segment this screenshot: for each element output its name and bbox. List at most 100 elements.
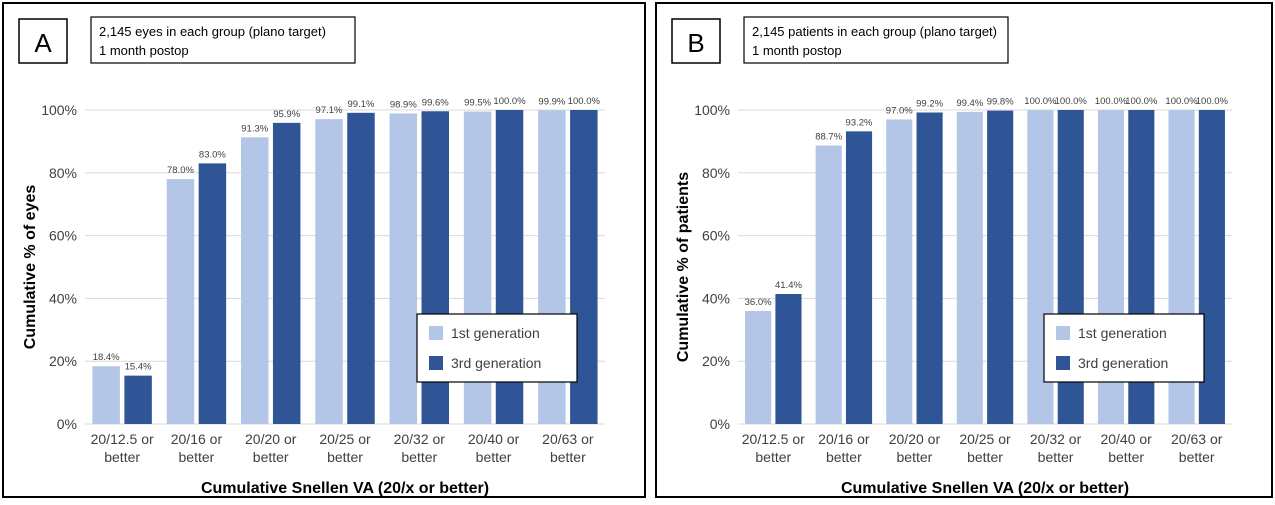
x-tick-label: better [401, 449, 437, 465]
x-tick-label: better [253, 449, 289, 465]
legend-box [1043, 313, 1205, 383]
data-label: 99.2% [916, 99, 943, 110]
bar-gen1 [815, 145, 842, 424]
y-tick-label: 80% [49, 165, 77, 181]
y-tick-label: 40% [702, 290, 730, 306]
data-label: 41.4% [775, 280, 802, 291]
y-tick-label: 80% [702, 165, 730, 181]
x-tick-label: 20/12.5 or [91, 431, 154, 447]
data-label: 100.0% [493, 96, 526, 107]
data-label: 100.0% [1055, 96, 1088, 107]
info-line-2: 1 month postop [99, 43, 189, 58]
bar-gen3 [272, 122, 301, 425]
legend: 1st generation 3rd generation [1043, 313, 1205, 383]
x-tick-label: 20/63 or [542, 431, 594, 447]
bar-gen3 [198, 163, 227, 424]
info-box [90, 16, 356, 64]
x-tick-label: better [1179, 449, 1215, 465]
chart-panel-a: A 2,145 eyes in each group (plano target)… [2, 2, 646, 498]
bar-gen1 [315, 119, 343, 424]
data-label: 83.0% [199, 149, 226, 160]
legend-label: 1st generation [1078, 325, 1167, 341]
bar-gen1 [389, 113, 418, 424]
data-label: 100.0% [1165, 96, 1198, 107]
legend: 1st generation 3rd generation [416, 313, 578, 383]
x-tick-label: better [1038, 449, 1074, 465]
data-label: 93.2% [846, 117, 873, 128]
bar-gen1 [92, 366, 120, 424]
x-tick-label: 20/20 or [889, 431, 941, 447]
y-tick-label: 20% [702, 353, 730, 369]
data-label: 88.7% [815, 131, 842, 142]
legend-swatch [1056, 326, 1070, 340]
legend-label: 3rd generation [451, 355, 541, 371]
info-box [743, 16, 1009, 64]
data-label: 97.1% [316, 105, 343, 116]
x-tick-label: 20/12.5 or [742, 431, 805, 447]
bar-gen1 [886, 119, 913, 425]
data-label: 98.9% [390, 99, 417, 110]
x-tick-label: better [826, 449, 862, 465]
panel-label: A [34, 28, 52, 58]
data-label: 99.1% [348, 99, 375, 110]
y-tick-label: 60% [702, 228, 730, 244]
y-tick-label: 0% [57, 416, 77, 432]
x-tick-label: 20/20 or [245, 431, 297, 447]
y-tick-label: 0% [710, 416, 730, 432]
legend-label: 3rd generation [1078, 355, 1168, 371]
legend-swatch [429, 356, 443, 370]
bar-gen3 [775, 294, 802, 424]
data-label: 18.4% [93, 352, 120, 363]
y-tick-label: 60% [49, 228, 77, 244]
data-label: 100.0% [1125, 96, 1158, 107]
data-label: 91.3% [241, 123, 268, 134]
data-label: 100.0% [568, 96, 601, 107]
bar-gen3 [347, 112, 375, 425]
x-tick-label: 20/40 or [1100, 431, 1152, 447]
info-line-2: 1 month postop [752, 43, 842, 58]
y-axis-label: Cumulative % of eyes [22, 185, 39, 350]
x-tick-label: better [967, 449, 1003, 465]
y-tick-label: 100% [41, 102, 77, 118]
data-label: 100.0% [1196, 96, 1229, 107]
bar-gen3 [845, 131, 873, 425]
x-tick-label: 20/25 or [319, 431, 371, 447]
x-tick-label: 20/25 or [959, 431, 1011, 447]
bar-gen1 [166, 179, 195, 424]
x-tick-label: better [897, 449, 933, 465]
bar-gen1 [956, 111, 983, 424]
bar-gen1 [241, 137, 269, 424]
x-tick-label: better [104, 449, 140, 465]
bar-gen3 [987, 110, 1014, 425]
data-label: 99.8% [987, 97, 1014, 108]
legend-swatch [429, 326, 443, 340]
x-tick-label: 20/40 or [468, 431, 520, 447]
y-tick-label: 100% [694, 102, 730, 118]
x-axis-label: Cumulative Snellen VA (20/x or better) [841, 480, 1129, 497]
panel-label: B [687, 28, 704, 58]
data-label: 99.6% [422, 97, 449, 108]
x-axis-label: Cumulative Snellen VA (20/x or better) [201, 480, 489, 497]
chart-panel-b: B 2,145 patients in each group (plano tar… [655, 2, 1273, 498]
data-label: 15.4% [125, 362, 152, 373]
y-tick-label: 20% [49, 353, 77, 369]
x-tick-label: 20/32 or [1030, 431, 1082, 447]
data-label: 99.5% [464, 98, 491, 109]
x-tick-label: 20/16 or [818, 431, 870, 447]
y-tick-label: 40% [49, 290, 77, 306]
x-tick-label: 20/32 or [394, 431, 446, 447]
bar-gen3 [124, 375, 152, 424]
y-axis-label: Cumulative % of patients [675, 172, 692, 362]
data-label: 95.9% [273, 109, 300, 120]
bar-gen3 [916, 112, 943, 425]
data-label: 99.4% [956, 98, 983, 109]
x-tick-label: better [327, 449, 363, 465]
data-label: 100.0% [1024, 96, 1057, 107]
x-tick-label: better [1108, 449, 1144, 465]
legend-box [416, 313, 578, 383]
panel-label-box [18, 18, 68, 64]
data-label: 36.0% [745, 297, 772, 308]
x-tick-label: 20/16 or [171, 431, 223, 447]
x-tick-label: better [476, 449, 512, 465]
